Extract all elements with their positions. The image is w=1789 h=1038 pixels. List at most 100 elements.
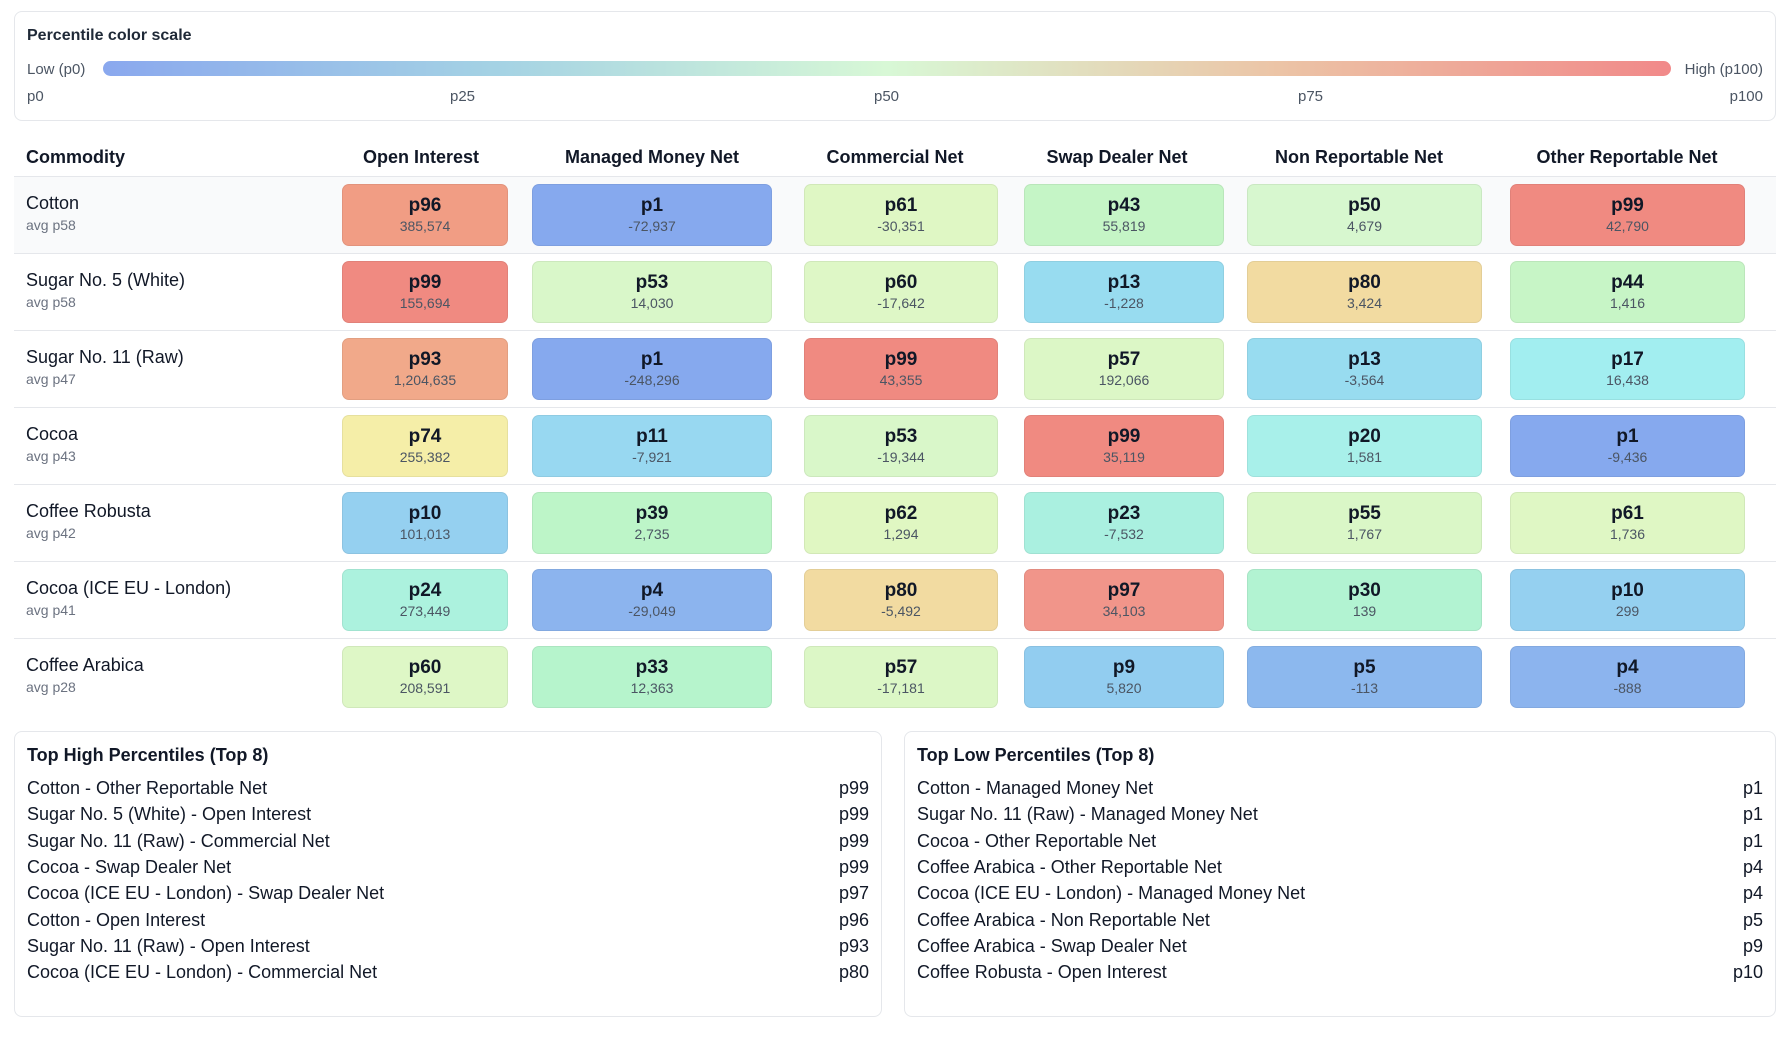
percentile-cell[interactable]: p24 273,449 [342, 569, 508, 631]
ranking-item-label: Sugar No. 11 (Raw) - Commercial Net [27, 830, 330, 851]
net-position-value: -5,492 [881, 603, 921, 619]
percentile-value: p30 [1348, 580, 1381, 601]
ranking-item-percentile: p97 [838, 883, 869, 904]
ranking-item: Coffee Robusta - Open Interest p10 [917, 958, 1763, 986]
net-position-value: 139 [1352, 603, 1377, 619]
percentile-cell[interactable]: p17 16,438 [1510, 338, 1745, 400]
percentile-cell[interactable]: p20 1,581 [1247, 415, 1482, 477]
percentile-cell[interactable]: p23 -7,532 [1024, 492, 1224, 554]
percentile-value: p13 [1107, 272, 1141, 293]
percentile-value: p53 [884, 426, 918, 447]
header-non-reportable-net: Non Reportable Net [1274, 147, 1444, 167]
percentile-cell[interactable]: p10 101,013 [342, 492, 508, 554]
percentile-cell[interactable]: p99 43,355 [804, 338, 998, 400]
percentile-cell[interactable]: p4 -888 [1510, 646, 1745, 708]
percentile-cell[interactable]: p96 385,574 [342, 184, 508, 246]
ranking-item: Sugar No. 11 (Raw) - Managed Money Net p1 [917, 800, 1763, 828]
percentile-cell[interactable]: p5 -113 [1247, 646, 1482, 708]
commodity-avg-percentile: avg p43 [26, 448, 76, 464]
ranking-item-label: Cotton - Managed Money Net [917, 778, 1154, 798]
percentile-value: p99 [408, 272, 442, 293]
percentile-cell[interactable]: p1 -9,436 [1510, 415, 1745, 477]
percentile-cell[interactable]: p97 34,103 [1024, 569, 1224, 631]
header-open-interest: Open Interest [362, 147, 480, 167]
net-position-value: 192,066 [1098, 372, 1150, 388]
percentile-cell[interactable]: p74 255,382 [342, 415, 508, 477]
percentile-value: p43 [1107, 195, 1141, 216]
top-low-title: Top Low Percentiles (Top 8) [917, 745, 1155, 765]
percentile-cell[interactable]: p4 -29,049 [532, 569, 772, 631]
table-row: Cocoa avg p43 p74 255,382 p11 -7,921 p53 -19,34… [14, 408, 1776, 484]
percentile-cell[interactable]: p13 -1,228 [1024, 261, 1224, 323]
ranking-item: Coffee Arabica - Non Reportable Net p5 [917, 906, 1763, 934]
net-position-value: 255,382 [399, 449, 451, 465]
percentile-cell[interactable]: p11 -7,921 [532, 415, 772, 477]
percentile-cell[interactable]: p57 -17,181 [804, 646, 998, 708]
percentile-cell[interactable]: p61 -30,351 [804, 184, 998, 246]
percentile-cell[interactable]: p10 299 [1510, 569, 1745, 631]
table-row: Coffee Robusta avg p42 p10 101,013 p39 2,735 p… [14, 485, 1776, 561]
percentile-value: p74 [408, 426, 442, 447]
percentile-cell[interactable]: p99 42,790 [1510, 184, 1745, 246]
percentile-cell[interactable]: p99 35,119 [1024, 415, 1224, 477]
row-divider [14, 407, 1776, 408]
percentile-value: p60 [884, 272, 918, 293]
percentile-cell[interactable]: p57 192,066 [1024, 338, 1224, 400]
ranking-item-percentile: p1 [1742, 804, 1763, 825]
commodity-name: Cocoa [26, 424, 79, 444]
ranking-item: Cocoa (ICE EU - London) - Commercial Net… [27, 958, 869, 986]
ranking-item-label: Cocoa (ICE EU - London) - Swap Dealer Ne… [27, 883, 385, 904]
percentile-cell[interactable]: p53 -19,344 [804, 415, 998, 477]
scale-high-label: High (p100) [1684, 61, 1763, 78]
percentile-value: p44 [1611, 272, 1644, 293]
percentile-cell[interactable]: p44 1,416 [1510, 261, 1745, 323]
net-position-value: 35,119 [1103, 449, 1145, 465]
percentile-cell[interactable]: p9 5,820 [1024, 646, 1224, 708]
net-position-value: -3,564 [1344, 372, 1385, 388]
ranking-item: Cocoa - Other Reportable Net p1 [917, 827, 1763, 855]
net-position-value: 42,790 [1606, 218, 1649, 234]
percentile-cell[interactable]: p80 3,424 [1247, 261, 1482, 323]
net-position-value: -9,436 [1607, 449, 1648, 465]
percentile-cell[interactable]: p62 1,294 [804, 492, 998, 554]
percentile-cell[interactable]: p1 -72,937 [532, 184, 772, 246]
header-divider [14, 176, 1776, 177]
net-position-value: 1,581 [1346, 449, 1383, 465]
percentile-cell[interactable]: p39 2,735 [532, 492, 772, 554]
percentile-cell[interactable]: p61 1,736 [1510, 492, 1745, 554]
percentile-value: p60 [408, 657, 442, 678]
percentile-cell[interactable]: p43 55,819 [1024, 184, 1224, 246]
ranking-item-label: Coffee Arabica - Non Reportable Net [917, 909, 1210, 930]
net-position-value: 273,449 [399, 603, 451, 619]
net-position-value: -17,181 [877, 680, 925, 696]
percentile-cell[interactable]: p1 -248,296 [532, 338, 772, 400]
percentile-cell[interactable]: p13 -3,564 [1247, 338, 1482, 400]
percentile-cell[interactable]: p55 1,767 [1247, 492, 1482, 554]
percentile-scale-card: Percentile color scale Low (p0) High (p1… [14, 11, 1776, 121]
percentile-cell[interactable]: p50 4,679 [1247, 184, 1482, 246]
table-row: Sugar No. 11 (Raw) avg p47 p93 1,204,635 p1 -… [14, 331, 1776, 407]
ranking-item: Cotton - Open Interest p96 [27, 906, 869, 934]
percentile-cell[interactable]: p33 12,363 [532, 646, 772, 708]
percentile-value: p4 [640, 580, 664, 601]
percentile-value: p80 [1348, 272, 1381, 293]
percentile-value: p96 [408, 195, 442, 216]
percentile-cell[interactable]: p60 -17,642 [804, 261, 998, 323]
percentile-cell[interactable]: p99 155,694 [342, 261, 508, 323]
percentile-cell[interactable]: p30 139 [1247, 569, 1482, 631]
percentile-cell[interactable]: p93 1,204,635 [342, 338, 508, 400]
percentile-value: p80 [884, 580, 918, 601]
commodity-avg-percentile: avg p58 [26, 217, 76, 233]
top-high-title: Top High Percentiles (Top 8) [27, 745, 269, 765]
percentile-cell[interactable]: p53 14,030 [532, 261, 772, 323]
net-position-value: -248,296 [624, 372, 680, 388]
ranking-item: Cocoa - Swap Dealer Net p99 [27, 853, 869, 881]
net-position-value: -72,937 [628, 218, 676, 234]
percentile-cell[interactable]: p80 -5,492 [804, 569, 998, 631]
table-row: Cotton avg p58 p96 385,574 p1 -72,937 p61 -30,3… [14, 177, 1776, 253]
percentile-cell[interactable]: p60 208,591 [342, 646, 508, 708]
percentile-value: p20 [1348, 426, 1381, 447]
percentile-value: p93 [408, 349, 442, 370]
ranking-item-percentile: p99 [838, 856, 869, 877]
ranking-item-percentile: p4 [1742, 883, 1763, 904]
